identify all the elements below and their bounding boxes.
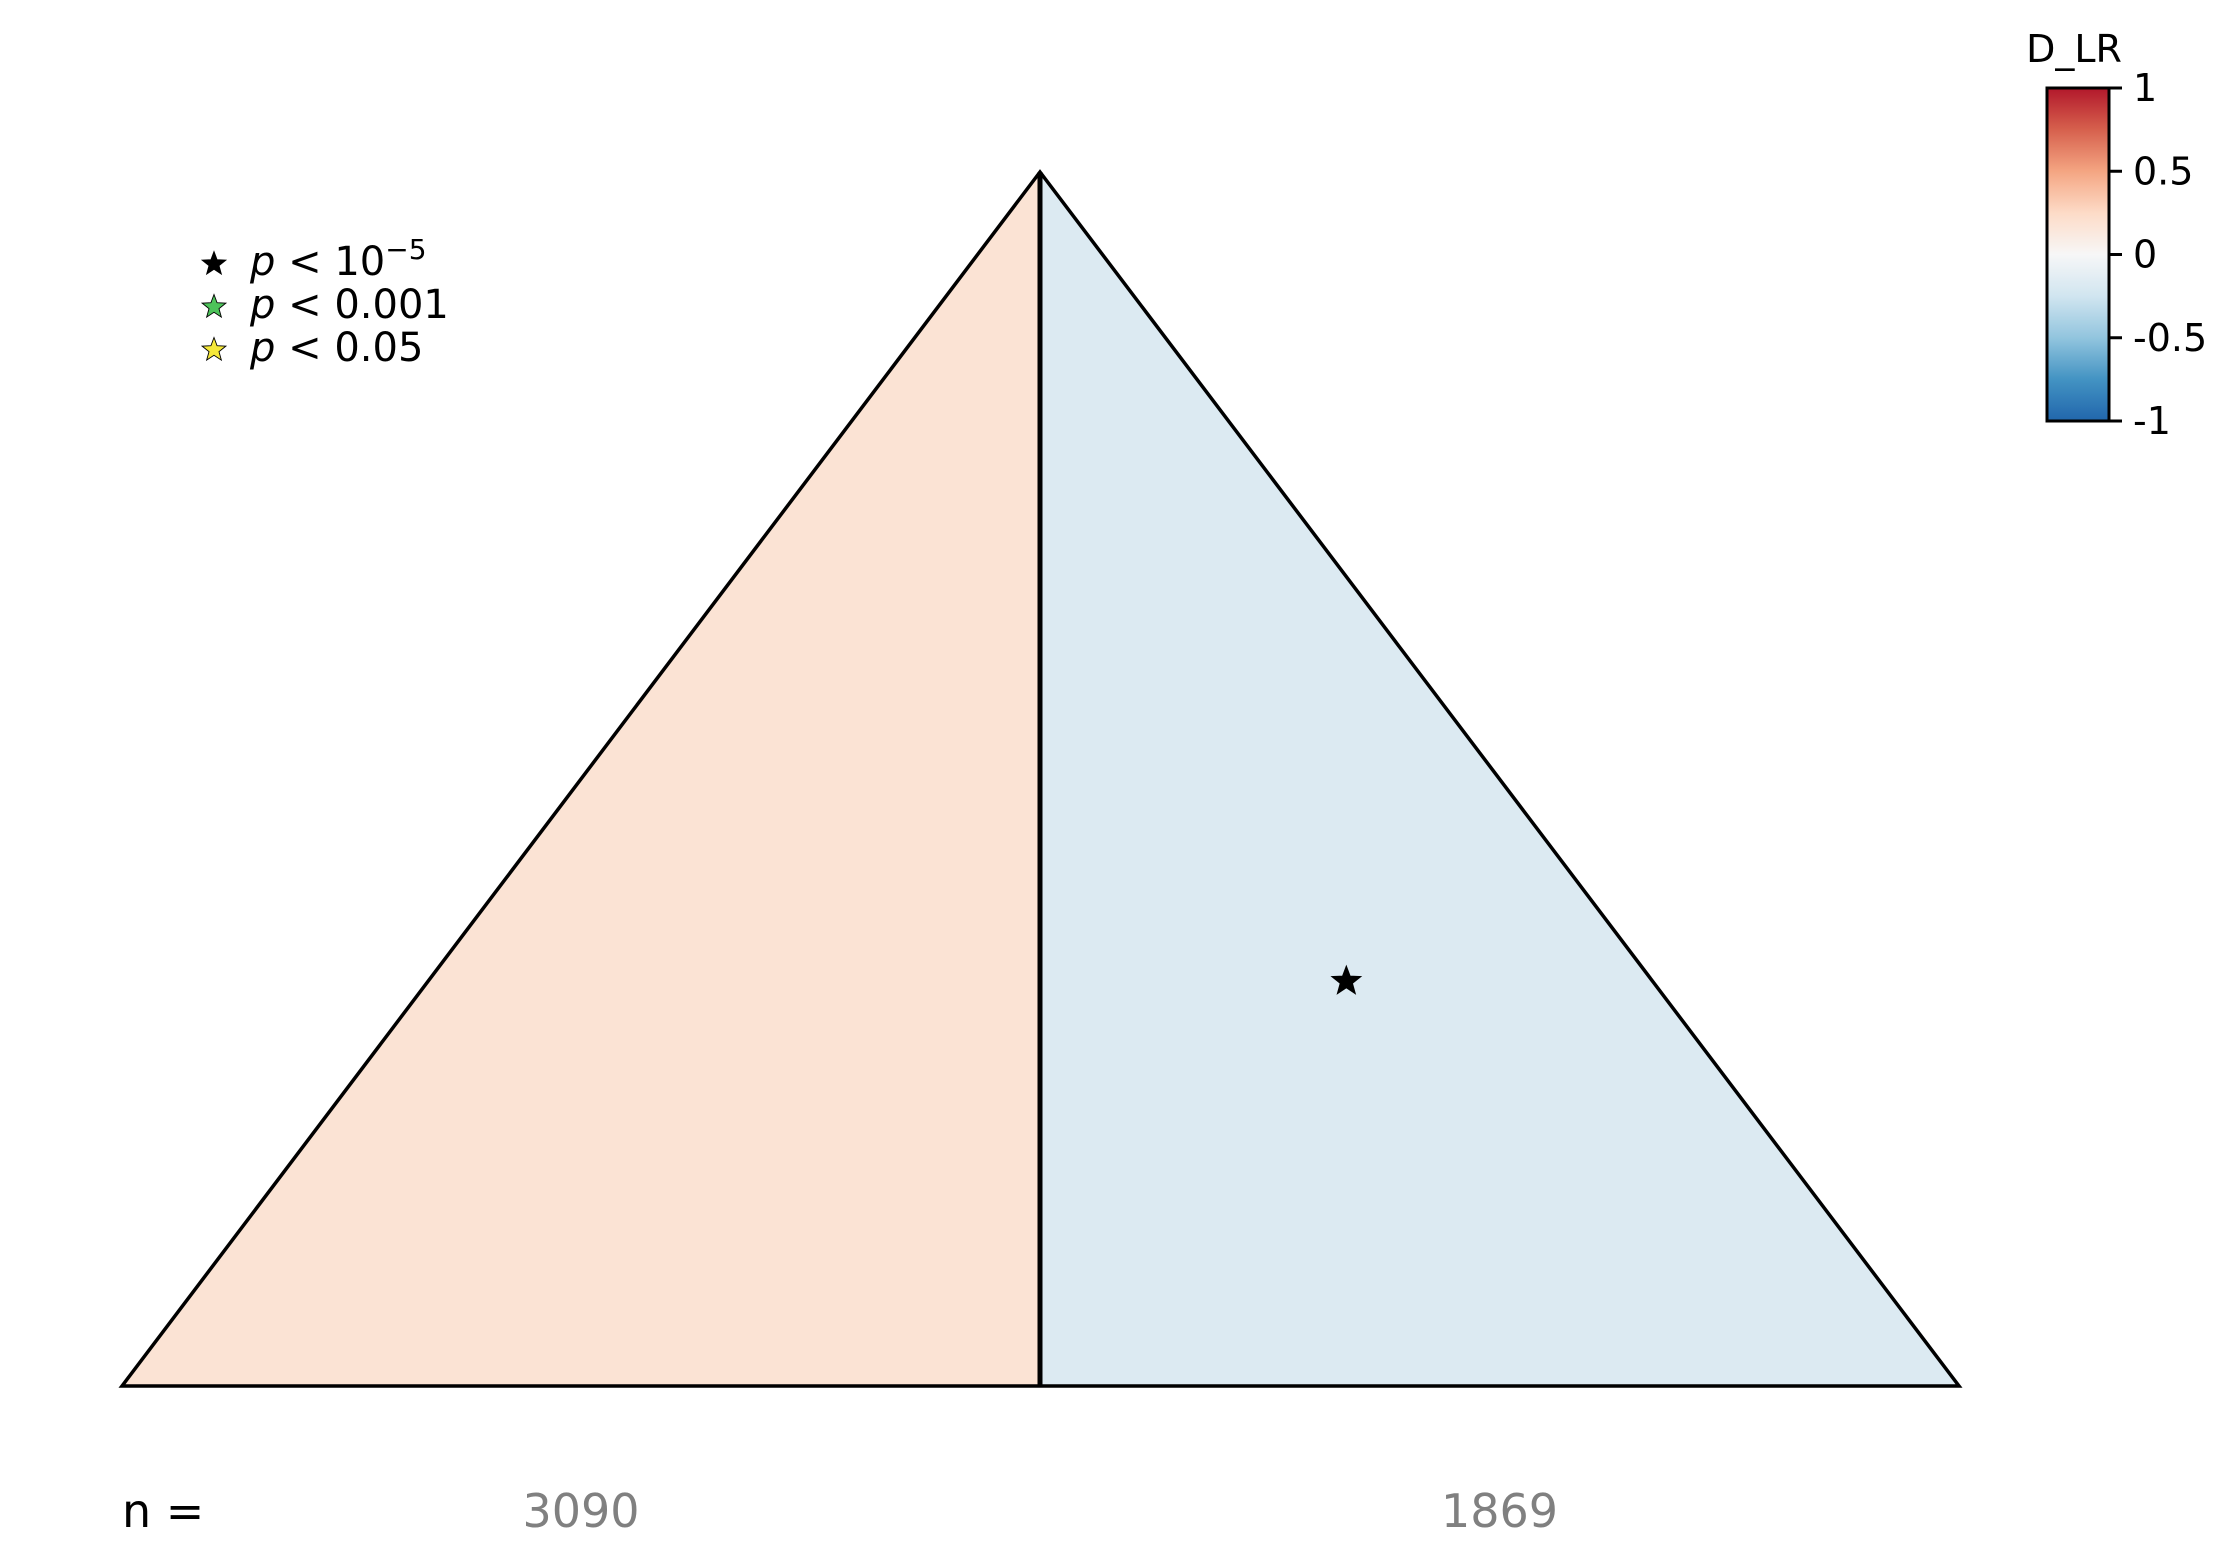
legend-var: p <box>249 325 275 371</box>
legend-label: p < 10−5 <box>249 233 427 285</box>
legend-value: 0.001 <box>334 282 449 328</box>
legend-operator: < <box>275 282 334 328</box>
legend-label: p < 0.001 <box>249 282 449 328</box>
colorbar: D_LR1 0.5 0 -0.5 -1 <box>2026 27 2207 443</box>
colorbar-tick-label: 0.5 <box>2133 149 2193 193</box>
legend-exponent: −5 <box>385 233 426 266</box>
legend-value: 10 <box>334 239 385 285</box>
colorbar-gradient <box>2047 88 2109 421</box>
legend-entry: p < 10−5 <box>200 233 427 285</box>
legend-label: p < 0.05 <box>249 325 423 371</box>
legend-operator: < <box>275 325 334 371</box>
legend-entry: p < 0.05 <box>200 325 423 371</box>
legend-star-icon <box>200 250 228 276</box>
triangle-plot <box>118 169 1963 1388</box>
n-label: n = <box>122 1484 204 1538</box>
legend-star-icon <box>200 336 228 362</box>
colorbar-title: D_LR <box>2026 27 2122 71</box>
n-value-left: 3090 <box>522 1484 639 1538</box>
legend-entry: p < 0.001 <box>200 282 449 328</box>
n-counts-row: n = 3090 1869 <box>122 1484 1558 1538</box>
legend-star-icon <box>200 293 228 319</box>
colorbar-tick-label: -0.5 <box>2133 316 2207 360</box>
colorbar-tick-label: 0 <box>2133 233 2157 277</box>
n-value-right: 1869 <box>1441 1484 1558 1538</box>
legend-value: 0.05 <box>334 325 423 371</box>
legend-operator: < <box>275 239 334 285</box>
legend-var: p <box>249 239 275 285</box>
colorbar-tick-label: -1 <box>2133 399 2171 443</box>
significance-star-right <box>1330 964 1363 995</box>
colorbar-tick-label: 1 <box>2133 66 2157 110</box>
legend-var: p <box>249 282 275 328</box>
